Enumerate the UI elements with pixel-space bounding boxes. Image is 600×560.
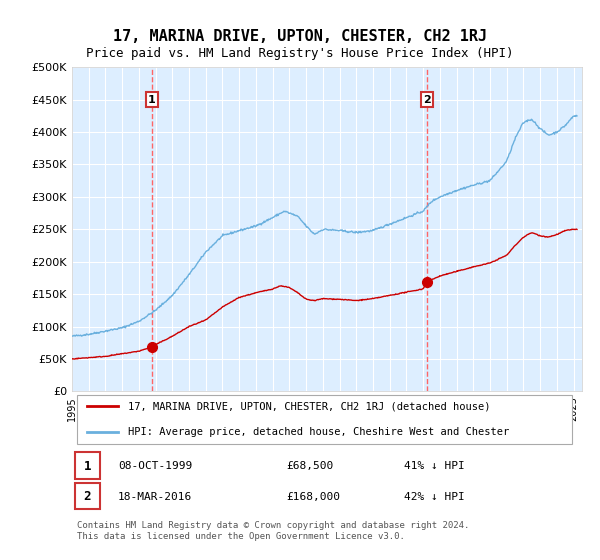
Text: HPI: Average price, detached house, Cheshire West and Chester: HPI: Average price, detached house, Ches…: [128, 427, 509, 437]
Text: 18-MAR-2016: 18-MAR-2016: [118, 492, 192, 502]
Text: 1: 1: [83, 460, 91, 473]
Text: £68,500: £68,500: [286, 461, 334, 472]
FancyBboxPatch shape: [77, 395, 572, 444]
FancyBboxPatch shape: [74, 452, 100, 479]
Text: 42% ↓ HPI: 42% ↓ HPI: [404, 492, 464, 502]
Text: 08-OCT-1999: 08-OCT-1999: [118, 461, 192, 472]
Text: Price paid vs. HM Land Registry's House Price Index (HPI): Price paid vs. HM Land Registry's House …: [86, 46, 514, 60]
Text: 17, MARINA DRIVE, UPTON, CHESTER, CH2 1RJ: 17, MARINA DRIVE, UPTON, CHESTER, CH2 1R…: [113, 29, 487, 44]
FancyBboxPatch shape: [74, 483, 100, 510]
Text: 2: 2: [83, 491, 91, 503]
Text: 1: 1: [148, 95, 155, 105]
Text: 2: 2: [423, 95, 431, 105]
Text: 17, MARINA DRIVE, UPTON, CHESTER, CH2 1RJ (detached house): 17, MARINA DRIVE, UPTON, CHESTER, CH2 1R…: [128, 402, 491, 412]
Text: £168,000: £168,000: [286, 492, 340, 502]
Text: 41% ↓ HPI: 41% ↓ HPI: [404, 461, 464, 472]
Text: Contains HM Land Registry data © Crown copyright and database right 2024.
This d: Contains HM Land Registry data © Crown c…: [77, 521, 469, 540]
